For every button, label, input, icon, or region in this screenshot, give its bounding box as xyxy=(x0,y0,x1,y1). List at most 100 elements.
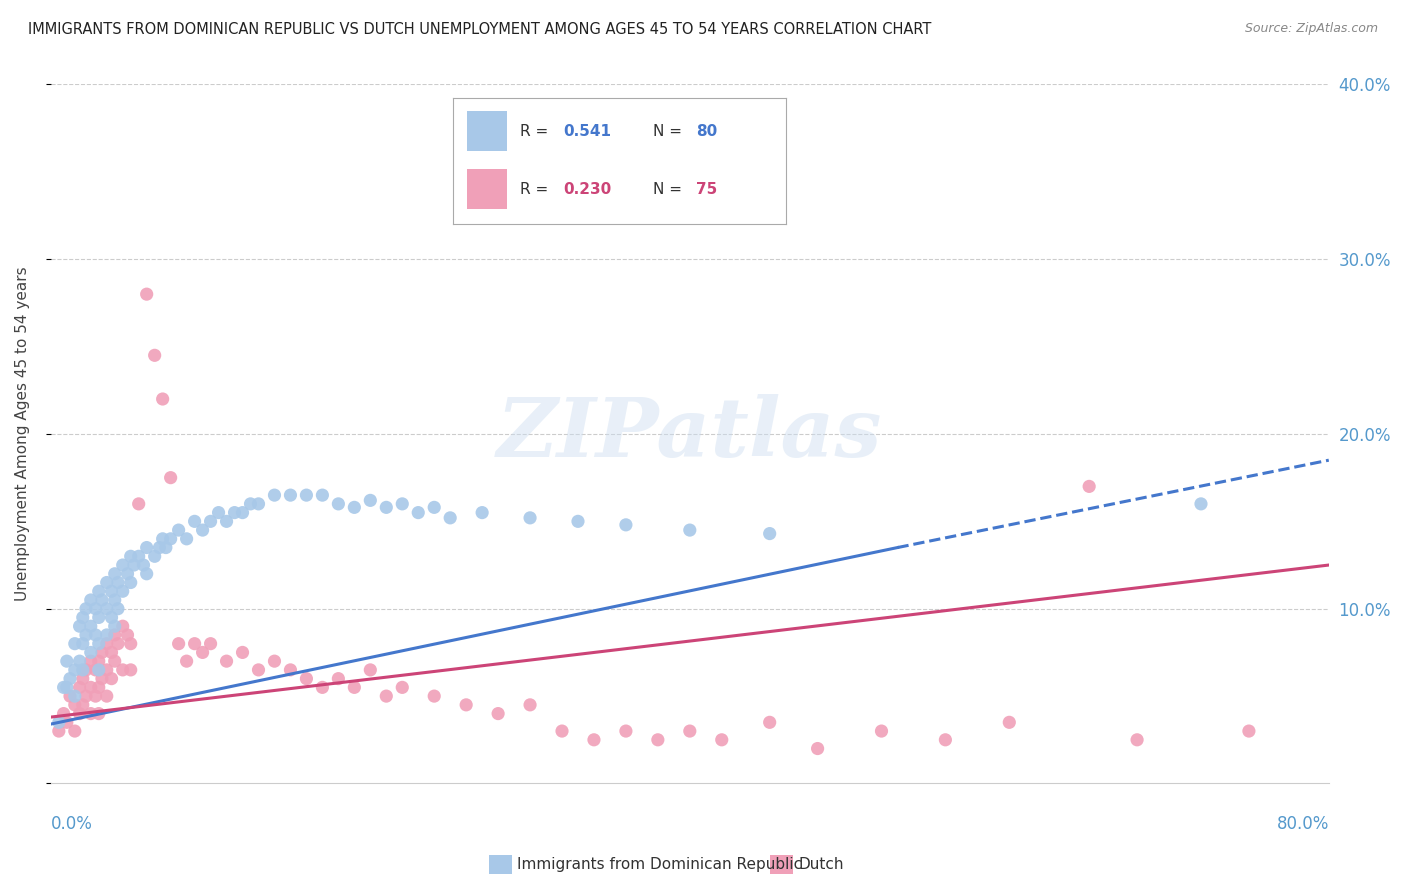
Point xyxy=(280,663,302,677)
Point xyxy=(359,493,381,508)
Point xyxy=(87,681,110,695)
Point xyxy=(1078,479,1101,493)
Point xyxy=(1126,732,1149,747)
Point xyxy=(471,506,494,520)
Point xyxy=(80,619,103,633)
Point xyxy=(69,654,91,668)
Point xyxy=(551,724,574,739)
Point xyxy=(128,497,150,511)
Point xyxy=(328,672,350,686)
Point xyxy=(91,645,114,659)
Point xyxy=(80,593,103,607)
Point xyxy=(84,689,107,703)
Point xyxy=(295,488,318,502)
Point xyxy=(80,681,103,695)
Point xyxy=(87,584,110,599)
Point xyxy=(107,637,129,651)
Point xyxy=(104,593,127,607)
Point xyxy=(328,497,350,511)
Point xyxy=(100,584,122,599)
Point xyxy=(69,681,91,695)
Point xyxy=(72,610,94,624)
Point xyxy=(263,488,285,502)
Point xyxy=(72,663,94,677)
Point xyxy=(423,500,446,515)
Point xyxy=(111,619,134,633)
Point xyxy=(96,637,118,651)
Point xyxy=(710,732,733,747)
Point xyxy=(87,654,110,668)
Point xyxy=(117,628,139,642)
Point xyxy=(132,558,155,572)
Point xyxy=(263,654,285,668)
Point xyxy=(231,506,253,520)
Point xyxy=(311,681,333,695)
Point xyxy=(91,672,114,686)
Point xyxy=(52,681,75,695)
Point xyxy=(231,645,253,659)
Point xyxy=(63,637,86,651)
Text: ZIPatlas: ZIPatlas xyxy=(498,394,883,474)
Point xyxy=(224,506,246,520)
Point xyxy=(311,488,333,502)
Text: 80.0%: 80.0% xyxy=(1277,815,1329,833)
Point xyxy=(100,610,122,624)
Point xyxy=(100,645,122,659)
Point xyxy=(96,663,118,677)
Point xyxy=(1189,497,1212,511)
Point xyxy=(56,681,79,695)
Point xyxy=(128,549,150,564)
Point xyxy=(1237,724,1260,739)
Point xyxy=(582,732,605,747)
Point xyxy=(96,575,118,590)
Point xyxy=(69,619,91,633)
Point xyxy=(343,500,366,515)
Point xyxy=(96,601,118,615)
Point xyxy=(104,654,127,668)
Point xyxy=(191,645,214,659)
Point xyxy=(155,541,177,555)
Point xyxy=(107,601,129,615)
Point xyxy=(52,706,75,721)
Point xyxy=(176,532,198,546)
Y-axis label: Unemployment Among Ages 45 to 54 years: Unemployment Among Ages 45 to 54 years xyxy=(15,267,30,601)
Point xyxy=(247,497,270,511)
Point xyxy=(391,497,413,511)
Point xyxy=(84,601,107,615)
Point xyxy=(375,500,398,515)
Point xyxy=(120,575,142,590)
Point xyxy=(295,672,318,686)
Point xyxy=(72,672,94,686)
Point xyxy=(117,566,139,581)
Point xyxy=(200,514,222,528)
Point xyxy=(519,511,541,525)
Point xyxy=(135,287,157,301)
Point xyxy=(135,541,157,555)
Point xyxy=(191,523,214,537)
Point xyxy=(247,663,270,677)
Point xyxy=(807,741,830,756)
Point xyxy=(56,715,79,730)
Point xyxy=(215,654,238,668)
Point xyxy=(107,575,129,590)
Point xyxy=(96,628,118,642)
Point xyxy=(176,654,198,668)
Point xyxy=(758,715,780,730)
Point xyxy=(104,628,127,642)
Point xyxy=(567,514,589,528)
Point xyxy=(120,549,142,564)
Point xyxy=(183,514,205,528)
Point xyxy=(375,689,398,703)
Point xyxy=(998,715,1021,730)
Point xyxy=(406,506,429,520)
Point xyxy=(439,511,461,525)
Point xyxy=(614,724,637,739)
Point xyxy=(63,724,86,739)
Point xyxy=(111,663,134,677)
Point xyxy=(343,681,366,695)
Point xyxy=(135,566,157,581)
Point xyxy=(152,532,174,546)
Point xyxy=(72,698,94,712)
Point xyxy=(87,706,110,721)
Point xyxy=(934,732,956,747)
